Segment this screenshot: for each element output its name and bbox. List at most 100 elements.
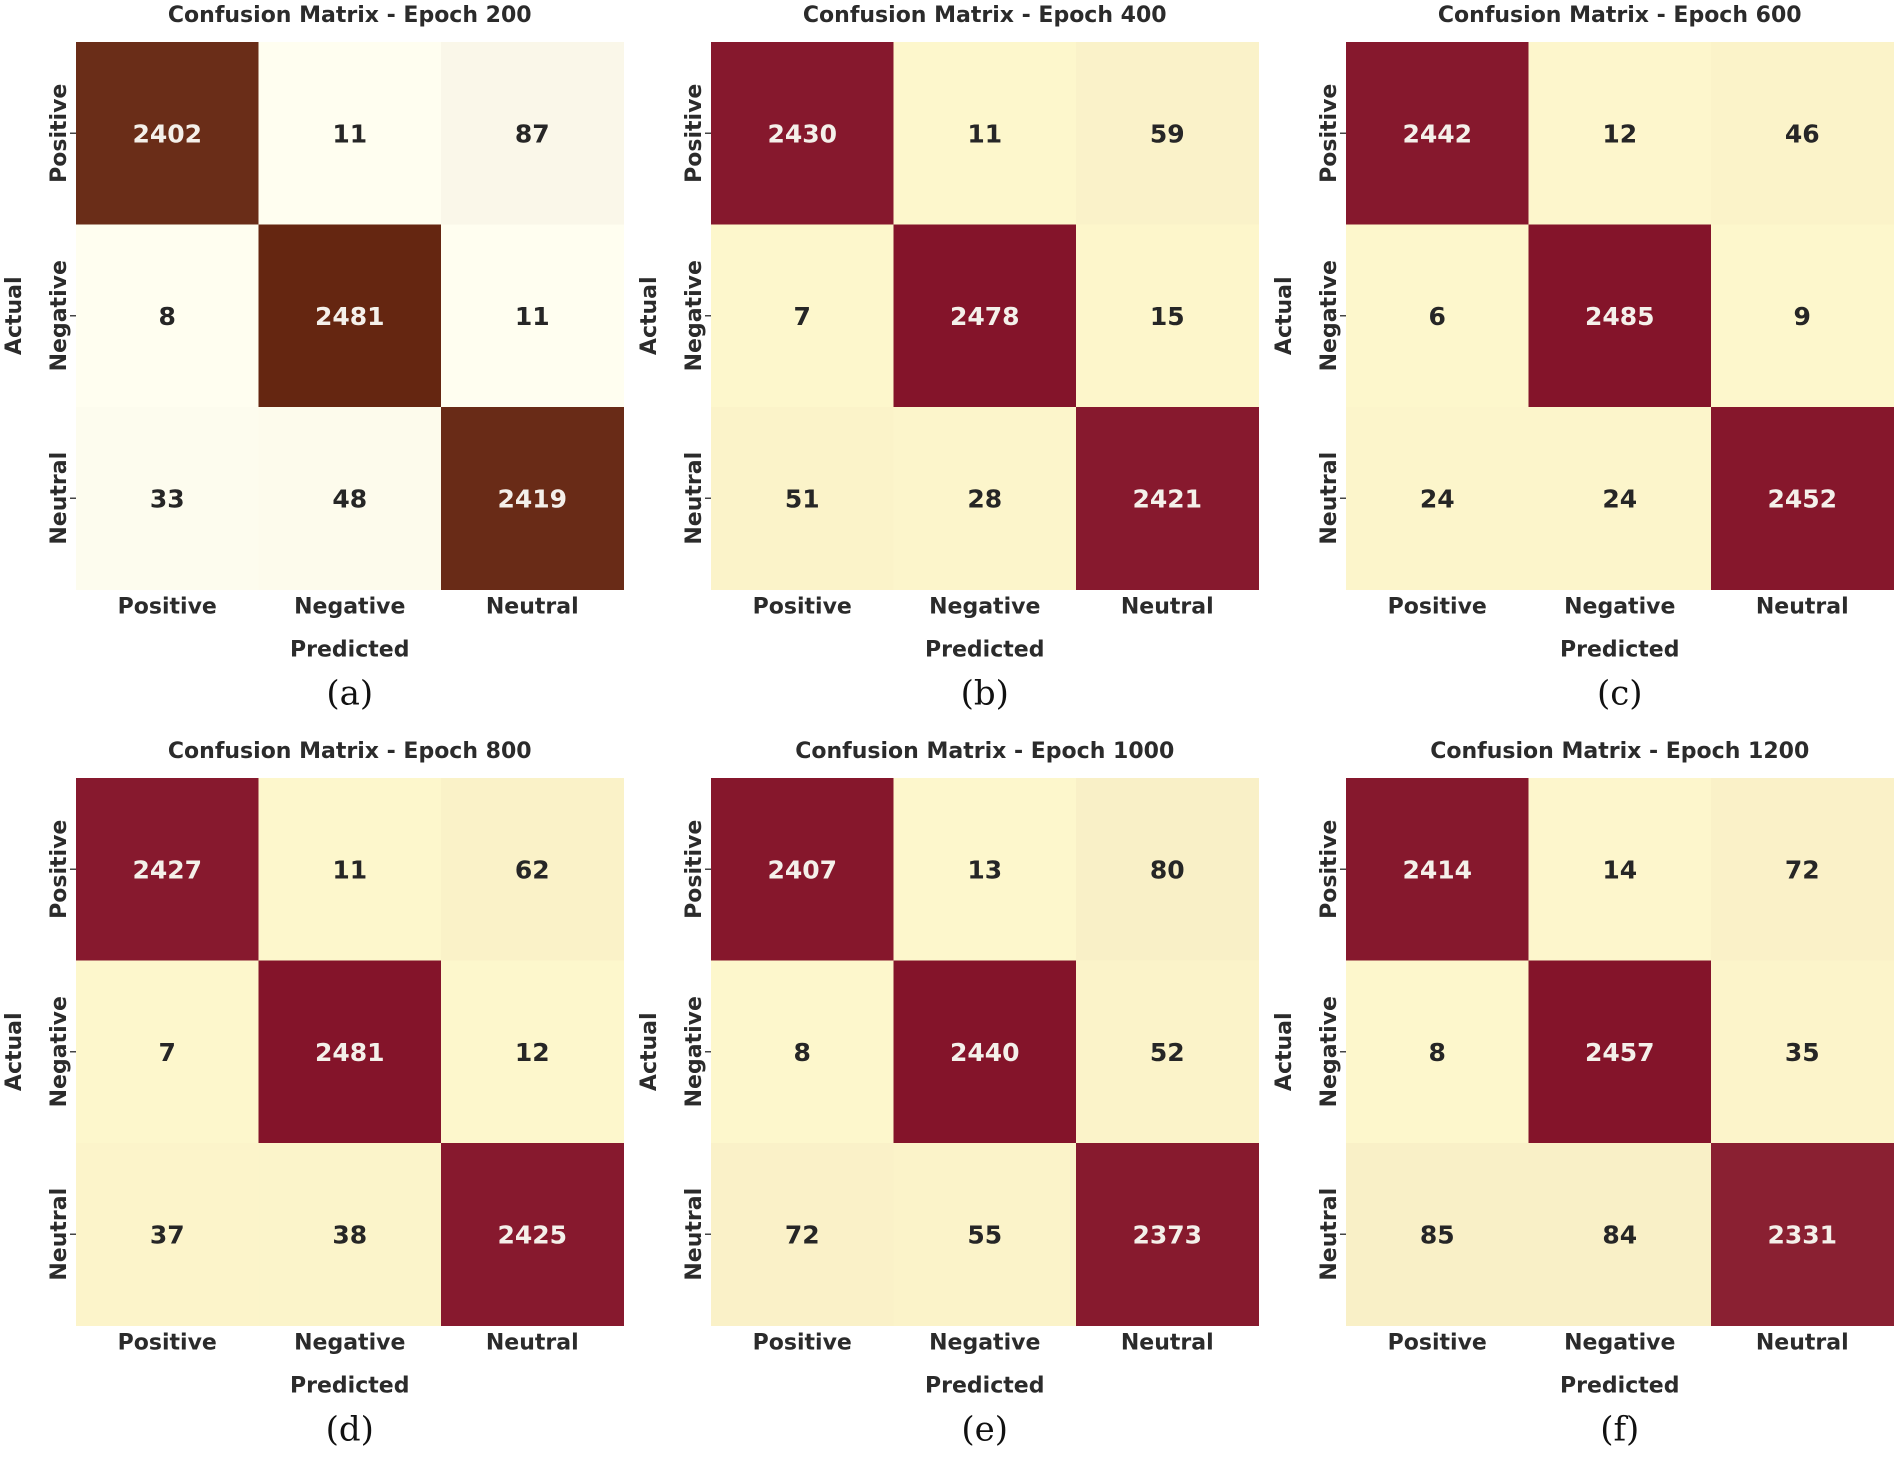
heatmap-cell	[1711, 960, 1894, 1144]
y-tick-label: Negative	[682, 996, 707, 1107]
x-tick-label: Positive	[1388, 595, 1487, 620]
y-tick-label: Neutral	[1317, 1188, 1342, 1281]
heatmap-cell	[893, 1143, 1077, 1326]
cell-value-label: 11	[967, 119, 1002, 148]
y-tick-label: Neutral	[682, 452, 707, 545]
cell-value-label: 59	[1150, 119, 1185, 148]
chart-title: Confusion Matrix - Epoch 1200	[1430, 739, 1809, 764]
y-tick-label: Negative	[1317, 996, 1342, 1107]
y-tick-label: Positive	[47, 820, 72, 919]
x-tick-label: Positive	[118, 595, 217, 620]
y-axis-label: Actual	[1272, 1012, 1297, 1091]
heatmap-cell	[711, 42, 894, 225]
cell-value-label: 7	[159, 1038, 176, 1067]
x-tick-label: Negative	[294, 1331, 405, 1356]
heatmap-cell	[893, 42, 1077, 225]
heatmap-cell	[441, 960, 624, 1144]
cell-value-label: 2457	[1585, 1038, 1655, 1067]
x-tick-label: Negative	[1564, 595, 1675, 620]
x-axis-label: Predicted	[925, 1374, 1044, 1399]
heatmap-cell	[1346, 1143, 1529, 1326]
x-tick-label: Negative	[1564, 1331, 1675, 1356]
subfigure-caption: (b)	[961, 674, 1009, 714]
cell-value-label: 11	[515, 302, 550, 331]
cell-value-label: 37	[150, 1220, 185, 1249]
subfigure-caption: (e)	[961, 1410, 1008, 1450]
cell-value-label: 46	[1785, 119, 1820, 148]
x-axis-label: Predicted	[290, 1374, 409, 1399]
x-tick-label: Neutral	[486, 595, 579, 620]
cell-value-label: 80	[1150, 855, 1185, 884]
cell-value-label: 2478	[950, 302, 1020, 331]
cell-value-label: 62	[515, 855, 550, 884]
cell-value-label: 85	[1420, 1220, 1455, 1249]
heatmap-cell	[76, 407, 259, 590]
chart-title: Confusion Matrix - Epoch 400	[803, 3, 1167, 28]
cell-value-label: 2440	[950, 1038, 1020, 1067]
cell-value-label: 48	[332, 484, 367, 513]
heatmap-cell	[76, 1143, 259, 1326]
heatmap-cell	[1346, 42, 1529, 225]
cell-value-label: 6	[1429, 302, 1446, 331]
x-tick-label: Neutral	[1756, 1331, 1849, 1356]
heatmap-cell	[1711, 778, 1894, 961]
confusion-matrix-panel: Confusion Matrix - Epoch 800 2427 11 62 7 248…	[2, 739, 624, 1450]
heatmap-cell	[1076, 1143, 1259, 1326]
cell-value-label: 24	[1602, 484, 1637, 513]
cell-value-label: 2414	[1402, 855, 1472, 884]
chart-title: Confusion Matrix - Epoch 600	[1438, 3, 1802, 28]
cell-value-label: 33	[150, 484, 185, 513]
cell-value-label: 52	[1150, 1038, 1185, 1067]
heatmap-cell	[76, 778, 259, 961]
confusion-matrix-panel: Confusion Matrix - Epoch 1200 2414 14 72 8 24…	[1272, 739, 1894, 1450]
cell-value-label: 8	[794, 1038, 811, 1067]
chart-title: Confusion Matrix - Epoch 200	[168, 3, 532, 28]
heatmap-cell	[711, 224, 894, 408]
heatmap-cell	[1528, 778, 1712, 961]
heatmap-cell	[1711, 42, 1894, 225]
cell-value-label: 2402	[132, 119, 202, 148]
cell-value-label: 2419	[497, 484, 567, 513]
cell-value-label: 2407	[767, 855, 837, 884]
cell-value-label: 11	[332, 119, 367, 148]
heatmap-cell	[258, 960, 442, 1144]
heatmap-cell	[1711, 1143, 1894, 1326]
cell-value-label: 12	[515, 1038, 550, 1067]
x-tick-label: Positive	[118, 1331, 217, 1356]
cell-value-label: 38	[332, 1220, 367, 1249]
cell-value-label: 2485	[1585, 302, 1655, 331]
y-tick-label: Negative	[47, 260, 72, 371]
heatmap-cell	[711, 1143, 894, 1326]
heatmap-cell	[1528, 224, 1712, 408]
x-tick-label: Neutral	[1756, 595, 1849, 620]
y-tick-label: Negative	[682, 260, 707, 371]
heatmap-cell	[441, 224, 624, 408]
cell-value-label: 14	[1602, 855, 1637, 884]
cell-value-label: 72	[1785, 855, 1820, 884]
heatmap-cell	[711, 407, 894, 590]
heatmap-cell	[1346, 960, 1529, 1144]
heatmap-cell	[893, 407, 1077, 590]
cell-value-label: 28	[967, 484, 1002, 513]
x-tick-label: Negative	[929, 1331, 1040, 1356]
x-tick-label: Positive	[1388, 1331, 1487, 1356]
cell-value-label: 7	[794, 302, 811, 331]
cell-value-label: 2481	[315, 1038, 385, 1067]
heatmap-cell	[441, 42, 624, 225]
confusion-matrix-panel: Confusion Matrix - Epoch 200 2402 11 87 8 248…	[2, 3, 624, 714]
x-axis-label: Predicted	[1560, 1374, 1679, 1399]
cell-value-label: 2452	[1767, 484, 1837, 513]
x-axis-label: Predicted	[1560, 638, 1679, 663]
cell-value-label: 8	[159, 302, 176, 331]
heatmap-cell	[258, 224, 442, 408]
heatmap-cell	[1346, 407, 1529, 590]
heatmap-cell	[441, 778, 624, 961]
x-tick-label: Neutral	[1121, 1331, 1214, 1356]
y-tick-label: Negative	[1317, 260, 1342, 371]
heatmap-cell	[1711, 407, 1894, 590]
y-tick-label: Positive	[1317, 84, 1342, 183]
x-tick-label: Positive	[753, 1331, 852, 1356]
heatmap-cell	[1711, 224, 1894, 408]
confusion-matrix-panel: Confusion Matrix - Epoch 400 2430 11 59 7 247…	[637, 3, 1259, 714]
